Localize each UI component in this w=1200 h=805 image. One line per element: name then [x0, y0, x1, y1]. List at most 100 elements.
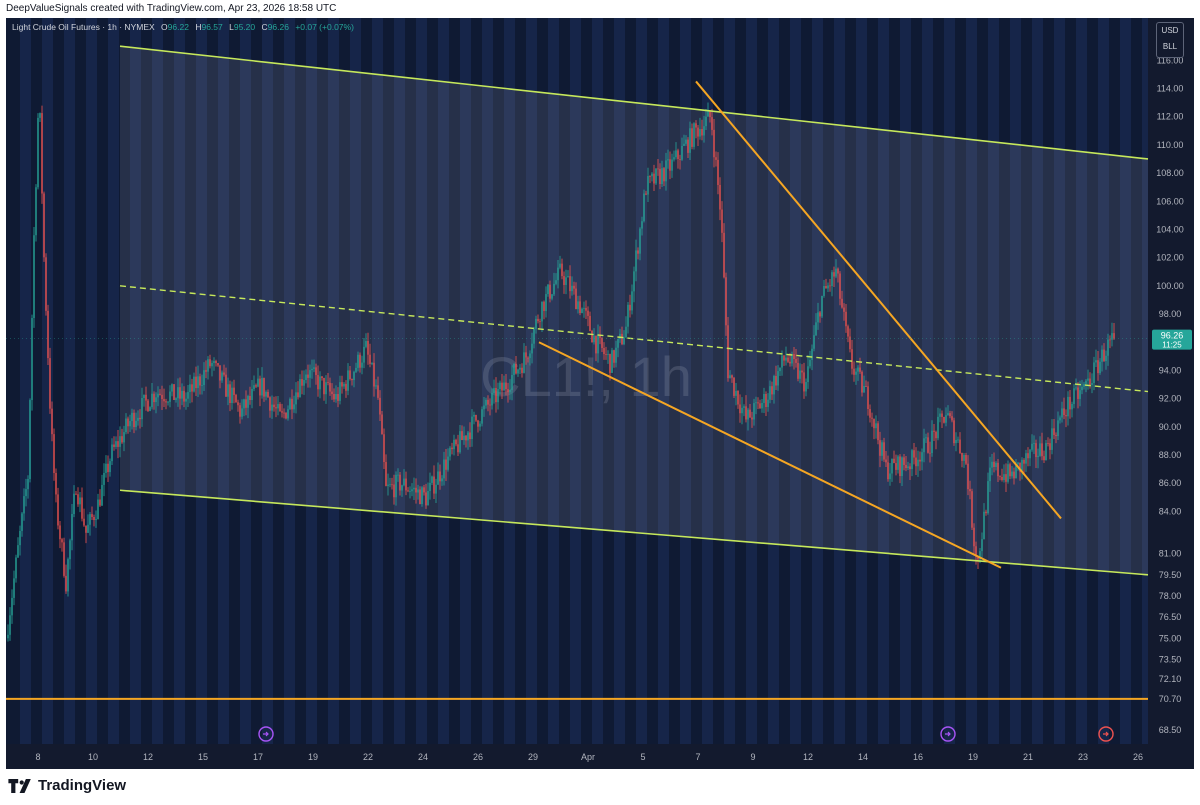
event-marker-ring [1098, 726, 1114, 742]
candle-body [941, 413, 943, 417]
candle-body [953, 420, 955, 444]
chart-area[interactable]: CL1!, 1h118.00116.00114.00112.00110.0010… [6, 18, 1194, 769]
candle [991, 454, 993, 476]
candle [565, 269, 567, 295]
candle [877, 421, 879, 445]
candle-body [35, 187, 37, 236]
candle [767, 393, 769, 412]
candle-body [543, 301, 545, 312]
candle [1001, 468, 1003, 482]
candle-body [575, 288, 577, 310]
candle [561, 258, 563, 280]
tradingview-logo[interactable]: TradingView [8, 777, 126, 794]
session-band [108, 18, 119, 744]
candle [193, 372, 195, 393]
candle-body [519, 367, 521, 370]
candle [427, 482, 429, 506]
candle-body [485, 399, 487, 406]
price-chart[interactable]: CL1!, 1h118.00116.00114.00112.00110.0010… [6, 18, 1194, 769]
candle-body [771, 386, 773, 395]
candle [1073, 384, 1075, 409]
candle [899, 454, 901, 484]
candle-body [255, 385, 257, 387]
candle-body [57, 494, 59, 526]
candle [153, 391, 155, 410]
candle-body [195, 376, 197, 389]
candle [293, 395, 295, 413]
candle-body [187, 392, 189, 399]
candle [117, 430, 119, 459]
candle [771, 381, 773, 401]
candle-body [663, 168, 665, 182]
candle [1009, 462, 1011, 480]
candle [27, 475, 29, 499]
candle-body [1083, 383, 1085, 387]
symbol-name[interactable]: Light Crude Oil Futures · 1h · NYMEX [12, 22, 155, 32]
candle-body [277, 404, 279, 409]
candle [25, 478, 27, 507]
candle-body [1075, 387, 1077, 389]
candle [1021, 457, 1023, 480]
bar-countdown: 11:25 [1162, 341, 1182, 350]
currency-unit: BLL [1162, 42, 1178, 51]
candle-body [365, 341, 367, 347]
candle-body [721, 209, 723, 233]
candle-body [483, 405, 485, 410]
candle-body [769, 386, 771, 400]
candle [1033, 435, 1035, 454]
candle [925, 433, 927, 443]
candle [155, 392, 157, 414]
candle-body [591, 330, 593, 343]
candle [591, 329, 593, 343]
candle-body [951, 416, 953, 421]
candle-body [613, 350, 615, 363]
candle [867, 381, 869, 416]
candle [1097, 350, 1099, 381]
price-tick-label: 116.00 [1157, 55, 1184, 65]
candle-body [397, 474, 399, 476]
candle-body [1001, 476, 1003, 481]
price-tick-label: 79.50 [1159, 570, 1182, 580]
candle-body [197, 376, 199, 389]
candle-body [305, 374, 307, 381]
candle [37, 113, 39, 190]
candle-body [871, 417, 873, 419]
candle-body [391, 484, 393, 486]
candle [843, 303, 845, 321]
candle [625, 316, 627, 338]
candle [339, 375, 341, 405]
candle [451, 442, 453, 455]
candle-body [137, 417, 139, 421]
candle-body [463, 435, 465, 440]
candle-body [579, 301, 581, 314]
candle [545, 286, 547, 318]
candle-body [537, 318, 539, 322]
candle-body [1045, 443, 1047, 461]
candle [841, 290, 843, 309]
time-tick-label: 12 [803, 752, 813, 762]
candle-body [597, 334, 599, 354]
candle-body [515, 363, 517, 374]
currency-unit-button[interactable]: USD BLL [1156, 22, 1184, 58]
candle-body [1097, 360, 1099, 374]
candle [941, 410, 943, 428]
candle-body [835, 268, 837, 277]
candle [1061, 401, 1063, 423]
candle-body [383, 434, 385, 463]
candle [133, 409, 135, 434]
candle-body [661, 168, 663, 185]
candle-body [479, 423, 481, 427]
session-band [196, 18, 207, 744]
session-band [526, 18, 537, 744]
candle [957, 436, 959, 443]
candle-body [847, 326, 849, 337]
candle [15, 554, 17, 583]
session-band [1098, 18, 1109, 744]
time-tick-label: 19 [308, 752, 318, 762]
candle-body [73, 493, 75, 515]
candle [667, 149, 669, 169]
price-tick-label: 86.00 [1159, 478, 1182, 488]
candle-body [615, 347, 617, 363]
candle-body [999, 476, 1001, 477]
candle [295, 382, 297, 414]
